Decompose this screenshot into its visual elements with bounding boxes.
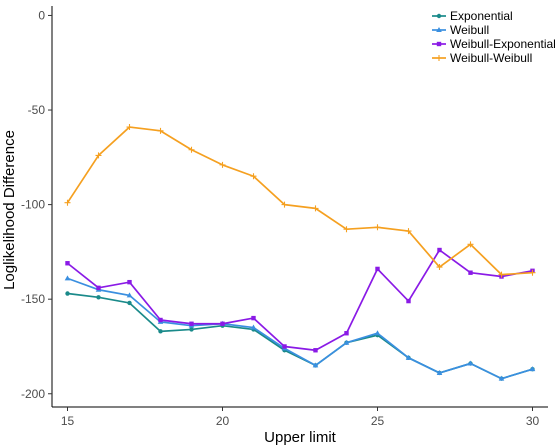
x-tick-label: 20 bbox=[216, 414, 230, 428]
data-point-weibull-exponential bbox=[468, 270, 473, 275]
data-point-weibull bbox=[467, 360, 474, 366]
data-point-weibull-exponential bbox=[437, 247, 442, 253]
data-point-weibull-weibull bbox=[343, 226, 350, 233]
data-point-weibull-exponential bbox=[251, 315, 256, 321]
data-point-weibull-exponential bbox=[375, 266, 380, 272]
legend-item-exponential: Exponential bbox=[432, 9, 513, 23]
data-point-exponential bbox=[127, 300, 132, 306]
series-line-weibull-weibull bbox=[66, 126, 533, 276]
legend-label: Weibull bbox=[450, 23, 489, 37]
data-point-weibull-weibull bbox=[405, 228, 412, 235]
data-point-weibull-weibull bbox=[95, 152, 102, 159]
data-point-weibull-weibull bbox=[281, 201, 288, 208]
series-weibull bbox=[64, 275, 536, 381]
data-point-weibull-exponential bbox=[127, 279, 132, 285]
data-point-weibull bbox=[405, 354, 412, 360]
data-point-weibull bbox=[312, 362, 319, 368]
data-point-weibull-exponential bbox=[406, 298, 411, 304]
data-point-weibull bbox=[343, 339, 350, 345]
data-point-weibull bbox=[436, 369, 443, 375]
y-tick-label: -50 bbox=[28, 103, 46, 117]
data-point-weibull-weibull bbox=[188, 146, 195, 153]
data-point-weibull-exponential bbox=[313, 348, 318, 353]
data-point-weibull-exponential bbox=[282, 344, 287, 349]
y-tick-label: -150 bbox=[21, 292, 45, 306]
data-point-weibull bbox=[498, 375, 505, 381]
data-point-exponential bbox=[158, 329, 163, 334]
legend-item-weibull-exponential: Weibull-Exponential bbox=[432, 37, 556, 51]
legend-item-weibull-weibull: Weibull-Weibull bbox=[432, 51, 532, 65]
data-point-weibull bbox=[374, 330, 381, 336]
data-point-weibull-weibull bbox=[312, 205, 319, 212]
data-point-weibull-exponential bbox=[189, 321, 194, 326]
legend-key-marker bbox=[436, 13, 442, 19]
legend-key-marker bbox=[436, 27, 442, 32]
data-point-weibull-weibull bbox=[467, 241, 474, 248]
x-tick-label: 15 bbox=[61, 414, 75, 428]
data-point-weibull bbox=[529, 366, 536, 372]
legend-label: Exponential bbox=[450, 9, 513, 23]
data-point-weibull-weibull bbox=[219, 161, 226, 168]
data-point-exponential bbox=[189, 327, 194, 332]
y-tick-label: 0 bbox=[38, 8, 45, 22]
y-tick-label: -100 bbox=[21, 198, 45, 212]
data-point-weibull bbox=[126, 292, 133, 298]
legend-label: Weibull-Weibull bbox=[450, 51, 532, 65]
data-point-weibull-weibull bbox=[436, 264, 443, 271]
series-weibull-weibull bbox=[64, 124, 536, 278]
y-tick-label: -200 bbox=[21, 387, 45, 401]
legend-label: Weibull-Exponential bbox=[450, 37, 556, 51]
series-exponential bbox=[65, 291, 535, 381]
series-line-weibull bbox=[67, 277, 533, 380]
x-axis-title: Upper limit bbox=[264, 429, 337, 446]
data-point-weibull-weibull bbox=[250, 173, 257, 180]
legend: ExponentialWeibullWeibull-ExponentialWei… bbox=[432, 9, 556, 65]
data-point-weibull-exponential bbox=[220, 321, 225, 326]
data-point-weibull-weibull bbox=[64, 199, 71, 206]
data-point-weibull-weibull bbox=[157, 127, 164, 134]
legend-key-marker bbox=[436, 41, 442, 47]
y-axis-title: Loglikelihood Difference bbox=[1, 130, 18, 290]
x-tick-label: 25 bbox=[371, 414, 385, 428]
legend-key-marker bbox=[436, 55, 442, 61]
data-point-weibull bbox=[64, 275, 71, 281]
legend-item-weibull: Weibull bbox=[432, 23, 489, 37]
data-point-weibull-weibull bbox=[498, 271, 505, 278]
data-point-weibull-weibull bbox=[529, 269, 536, 276]
data-point-weibull-exponential bbox=[65, 261, 70, 266]
axes: 15 20 25 30 0 -50 -100 -150 -200 bbox=[21, 6, 548, 428]
data-point-exponential bbox=[65, 291, 70, 296]
data-point-weibull bbox=[250, 324, 257, 330]
data-point-weibull-weibull bbox=[126, 124, 133, 131]
x-tick-label: 30 bbox=[526, 414, 540, 428]
series-layer bbox=[64, 124, 536, 381]
data-point-exponential bbox=[96, 295, 101, 300]
data-point-weibull-weibull bbox=[374, 224, 381, 231]
data-point-weibull-exponential bbox=[344, 331, 349, 336]
data-point-weibull-exponential bbox=[158, 317, 163, 323]
series-line-weibull-exponential bbox=[66, 249, 533, 352]
data-point-weibull-exponential bbox=[96, 285, 101, 291]
